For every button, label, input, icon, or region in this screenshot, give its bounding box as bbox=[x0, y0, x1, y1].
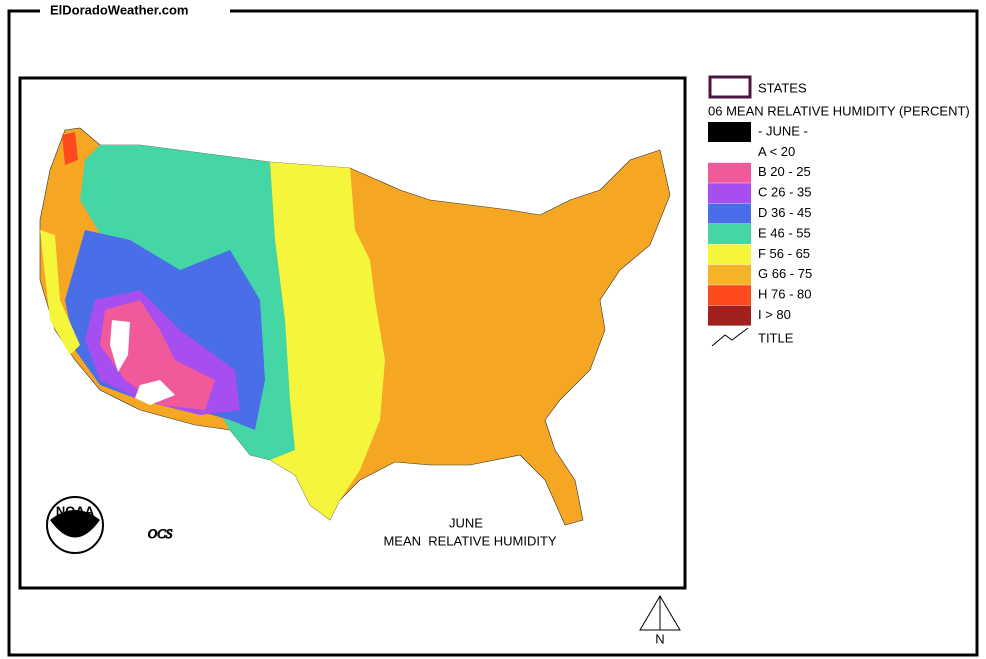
legend-swatch bbox=[708, 122, 751, 142]
legend-title: 06 MEAN RELATIVE HUMIDITY (PERCENT) bbox=[708, 103, 970, 118]
noaa-text: NOAA bbox=[56, 503, 95, 518]
map-title: JUNE bbox=[449, 515, 483, 530]
legend-label: C 26 - 35 bbox=[758, 185, 811, 200]
coast-zone bbox=[40, 230, 80, 355]
ocs-logo: OCS bbox=[148, 526, 173, 541]
us-map bbox=[39, 127, 671, 526]
plains-zone bbox=[270, 162, 385, 520]
site-name: ElDoradoWeather.com bbox=[50, 2, 188, 17]
driest-zone bbox=[110, 320, 130, 372]
humid-zone bbox=[62, 132, 78, 165]
legend-states: STATES bbox=[758, 80, 807, 95]
legend-label: E 46 - 55 bbox=[758, 225, 811, 240]
legend-swatch bbox=[708, 305, 751, 326]
compass-label: N bbox=[655, 631, 664, 646]
legend-swatch bbox=[708, 142, 751, 163]
legend-label: F 56 - 65 bbox=[758, 246, 810, 261]
header-bg bbox=[40, 2, 230, 20]
legend-label: I > 80 bbox=[758, 307, 791, 322]
legend-label: B 20 - 25 bbox=[758, 164, 811, 179]
legend-label: D 36 - 45 bbox=[758, 205, 811, 220]
legend-swatch bbox=[708, 183, 751, 204]
legend-swatch bbox=[708, 264, 751, 285]
legend-swatch bbox=[708, 244, 751, 265]
map-subtitle: MEAN RELATIVE HUMIDITY bbox=[383, 533, 556, 548]
driest-zone bbox=[135, 380, 175, 405]
legend-swatch bbox=[708, 224, 751, 244]
logo-bird bbox=[50, 510, 100, 538]
legend-swatch bbox=[708, 203, 751, 224]
legend-label: G 66 - 75 bbox=[758, 266, 812, 281]
states-swatch bbox=[708, 75, 752, 99]
legend-swatch bbox=[708, 162, 751, 183]
legend-swatch bbox=[708, 285, 751, 306]
legend-label: H 76 - 80 bbox=[758, 287, 811, 302]
outer-frame bbox=[7, 9, 979, 657]
legend-label: A < 20 bbox=[758, 144, 795, 159]
legend-label: - JUNE - bbox=[758, 123, 808, 138]
title-icon bbox=[711, 327, 749, 347]
legend-title-item: TITLE bbox=[758, 330, 794, 345]
compass: N bbox=[639, 595, 681, 646]
legend-items: - JUNE - A < 20 B 20 - 25 C 26 - 35 D 36 - 4… bbox=[708, 122, 812, 326]
noaa-logo: NOAA bbox=[46, 496, 104, 554]
